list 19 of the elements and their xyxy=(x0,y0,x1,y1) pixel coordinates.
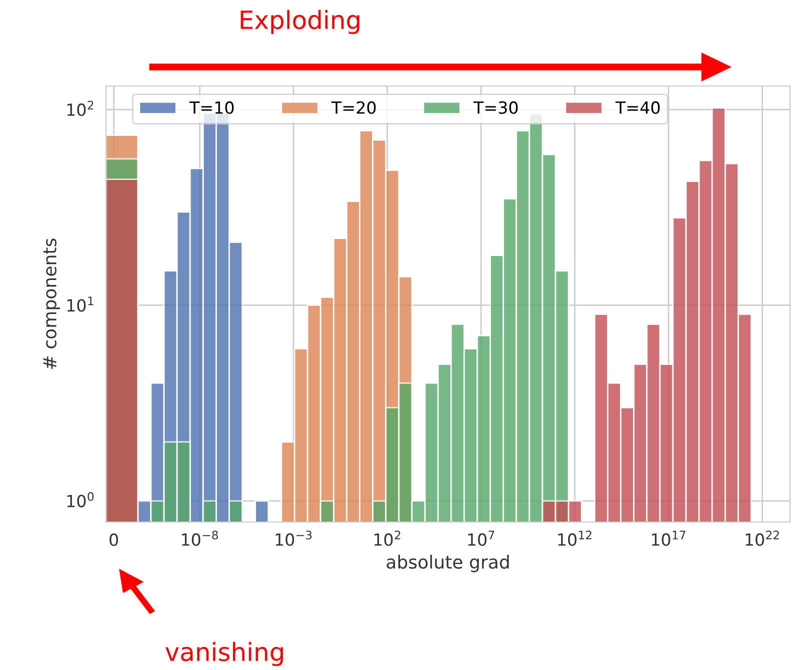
x-tick-label: 10$^{22}$ xyxy=(746,530,779,546)
x-tick-label: 10$^{2}$ xyxy=(374,530,400,546)
y-tick-label: 10$^{0}$ xyxy=(67,492,94,508)
y-axis-title: # components xyxy=(43,238,60,369)
legend-label: T=30 xyxy=(473,101,518,114)
x-tick-label: 10$^{−3}$ xyxy=(276,530,312,546)
x-tick-label: 10$^{7}$ xyxy=(468,530,494,546)
x-tick-label: 10$^{−8}$ xyxy=(182,530,218,546)
legend-label: T=40 xyxy=(615,101,660,114)
y-tick-label: 10$^{1}$ xyxy=(67,296,94,312)
legend-label: T=10 xyxy=(189,101,234,114)
x-tick-label: 10$^{17}$ xyxy=(652,530,686,546)
x-tick-label: 10$^{12}$ xyxy=(558,530,592,546)
x-axis-title: absolute grad xyxy=(386,554,509,572)
legend-label: T=20 xyxy=(331,101,376,114)
y-tick-label: 10$^{2}$ xyxy=(67,100,94,116)
chart-title: Exploding xyxy=(240,10,360,34)
text: vanishing xyxy=(166,642,283,666)
x-tick-label: 0 xyxy=(110,533,118,546)
